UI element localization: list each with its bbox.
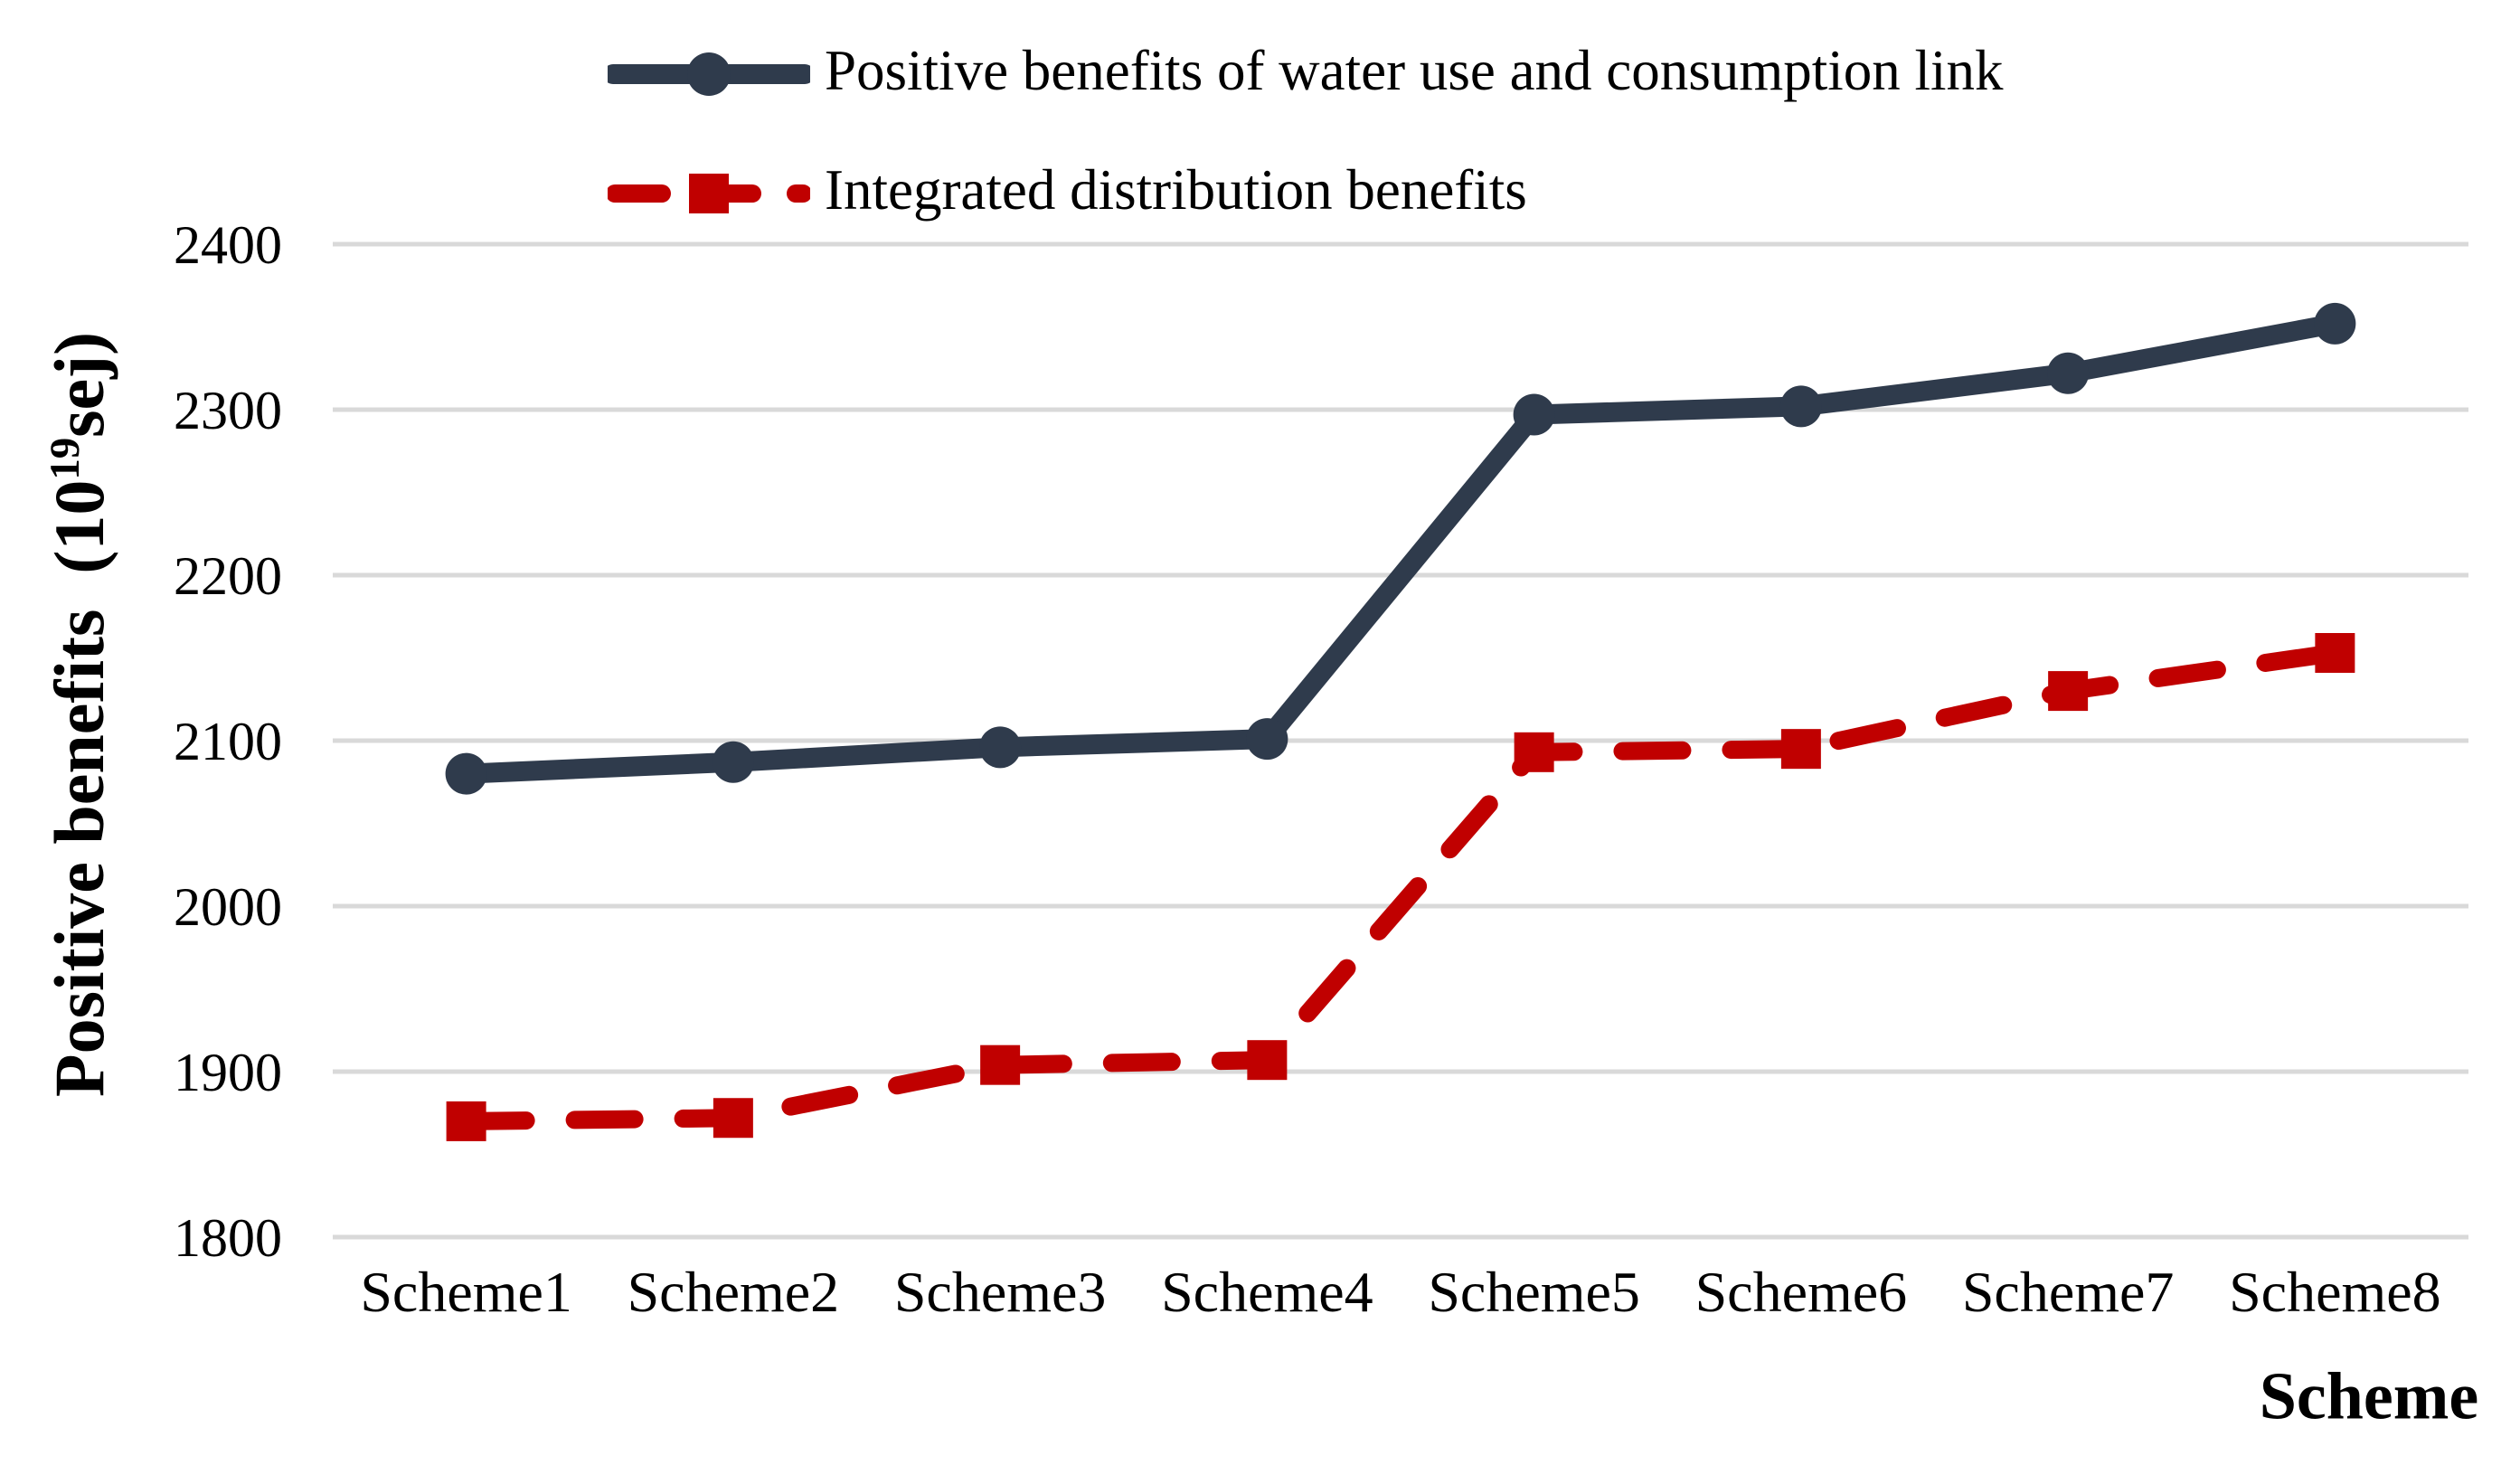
y-tick-label: 2400 <box>174 215 282 275</box>
legend-label: Integrated distribution benefits <box>825 158 1527 222</box>
data-point-marker <box>979 726 1022 769</box>
y-axis-title-superscript: 19 <box>42 437 89 480</box>
y-tick-label: 2100 <box>174 712 282 771</box>
legend-label: Positive benefits of water use and consu… <box>825 39 2004 102</box>
legend-item-integrated-distribution: Integrated distribution benefits <box>608 162 1527 224</box>
series-line-integrated-distribution <box>457 644 2345 1130</box>
data-point-marker <box>1246 718 1288 761</box>
y-tick-label: 1800 <box>174 1208 282 1268</box>
y-tick-label: 1900 <box>174 1043 282 1102</box>
data-point-marker <box>1514 732 1554 772</box>
data-point-marker <box>980 1044 1021 1085</box>
data-point-marker <box>1247 1040 1288 1081</box>
x-tick-label: Scheme1 <box>360 1260 572 1324</box>
data-point-marker <box>2047 352 2090 394</box>
x-tick-label: Scheme3 <box>894 1260 1107 1324</box>
x-tick-label: Scheme8 <box>2229 1260 2441 1324</box>
y-axis-title-text: Positive benefits (10 <box>40 479 118 1098</box>
data-point-marker <box>713 1098 753 1139</box>
x-tick-label: Scheme2 <box>628 1260 840 1324</box>
x-tick-label: Scheme5 <box>1428 1260 1640 1324</box>
x-tick-label: Scheme7 <box>1962 1260 2175 1324</box>
data-point-marker <box>2315 633 2355 674</box>
data-point-marker <box>712 741 754 783</box>
series-line-positive-benefits <box>456 313 2345 784</box>
y-tick-label: 2300 <box>174 381 282 440</box>
y-axis-title-unit: sej) <box>40 331 118 438</box>
data-point-marker <box>445 752 487 795</box>
y-axis-title: Positive benefits (1019sej) <box>39 332 120 1097</box>
data-point-marker <box>2048 671 2089 712</box>
x-tick-label: Scheme6 <box>1695 1260 1908 1324</box>
x-tick-label: Scheme4 <box>1161 1260 1373 1324</box>
data-point-marker <box>1779 385 1822 428</box>
data-point-marker <box>446 1101 486 1141</box>
x-axis-title: Scheme <box>2259 1359 2479 1434</box>
data-point-marker <box>1780 729 1821 770</box>
legend-item-positive-benefits: Positive benefits of water use and consu… <box>608 43 2004 105</box>
data-point-marker <box>2314 302 2356 345</box>
data-point-marker <box>1513 393 1555 436</box>
y-tick-label: 2200 <box>174 546 282 606</box>
legend-marker-dashed-line-square-icon <box>608 173 810 213</box>
y-tick-label: 2000 <box>174 877 282 937</box>
legend-marker-solid-line-circle-icon <box>608 52 810 96</box>
